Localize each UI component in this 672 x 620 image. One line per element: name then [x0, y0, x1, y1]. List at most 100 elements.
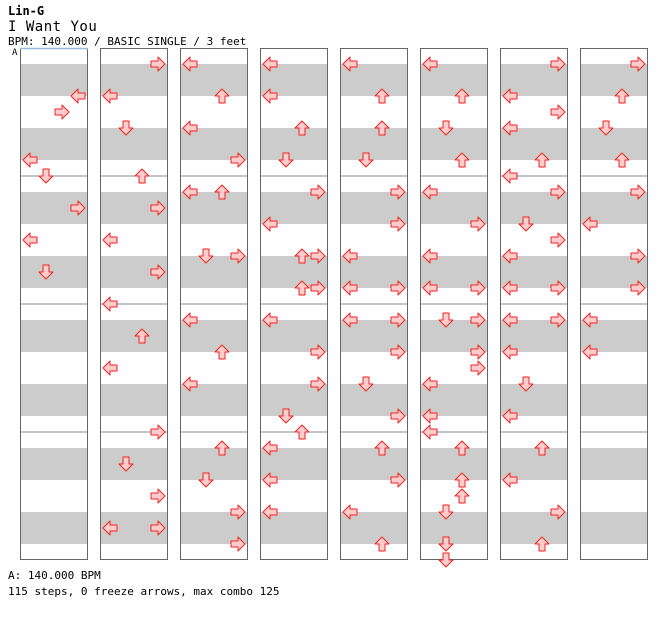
beat-band — [260, 320, 328, 336]
beat-band — [100, 400, 168, 416]
beat-band — [100, 272, 168, 288]
beat-band — [100, 208, 168, 224]
beat-band — [500, 512, 568, 528]
beat-band — [180, 256, 248, 272]
song-title: I Want You — [8, 19, 98, 35]
step-arrow-down — [278, 408, 294, 424]
step-arrow-left — [422, 408, 438, 424]
beat-band — [500, 144, 568, 160]
beat-band — [500, 272, 568, 288]
beat-band — [420, 144, 488, 160]
beat-band — [340, 448, 408, 464]
step-arrow-right — [550, 504, 566, 520]
step-arrow-left — [22, 152, 38, 168]
step-arrow-up — [214, 184, 230, 200]
step-arrow-left — [342, 248, 358, 264]
step-arrow-left — [502, 408, 518, 424]
step-arrow-down — [198, 472, 214, 488]
step-arrow-left — [502, 472, 518, 488]
beat-band — [260, 272, 328, 288]
beat-band — [340, 336, 408, 352]
beat-band — [580, 528, 648, 544]
step-arrow-up — [294, 120, 310, 136]
step-arrow-left — [582, 216, 598, 232]
beat-band — [580, 336, 648, 352]
beat-band — [500, 128, 568, 144]
beat-band — [260, 400, 328, 416]
beat-band — [420, 512, 488, 528]
beat-band — [20, 256, 88, 272]
step-arrow-left — [502, 312, 518, 328]
step-arrow-right — [470, 312, 486, 328]
beat-band — [420, 64, 488, 80]
beat-band — [260, 80, 328, 96]
step-arrow-down — [438, 120, 454, 136]
step-arrow-up — [454, 488, 470, 504]
step-arrow-up — [454, 472, 470, 488]
step-arrow-left — [342, 312, 358, 328]
beat-band — [420, 320, 488, 336]
step-arrow-left — [102, 520, 118, 536]
beat-band — [500, 384, 568, 400]
beat-band — [180, 208, 248, 224]
beat-band — [100, 80, 168, 96]
step-arrow-right — [630, 184, 646, 200]
step-arrow-right — [390, 344, 406, 360]
beat-band — [100, 256, 168, 272]
beat-band — [500, 320, 568, 336]
step-arrow-left — [582, 344, 598, 360]
beat-band — [420, 256, 488, 272]
beat-band — [580, 144, 648, 160]
column-border — [260, 48, 328, 560]
artist-name: Lin-G — [8, 4, 45, 18]
beat-band — [260, 384, 328, 400]
step-arrow-up — [454, 440, 470, 456]
beat-band — [500, 80, 568, 96]
beat-band — [340, 208, 408, 224]
beat-band — [20, 400, 88, 416]
bpm-marker-label: A — [12, 48, 18, 58]
beat-band — [420, 128, 488, 144]
beat-band — [260, 448, 328, 464]
step-arrow-up — [614, 152, 630, 168]
step-arrow-right — [310, 344, 326, 360]
beat-band — [340, 320, 408, 336]
step-arrow-left — [422, 56, 438, 72]
step-stats: 115 steps, 0 freeze arrows, max combo 12… — [8, 585, 280, 598]
step-arrow-right — [470, 280, 486, 296]
step-arrow-up — [214, 88, 230, 104]
step-arrow-right — [470, 344, 486, 360]
step-arrow-right — [390, 472, 406, 488]
step-arrow-right — [150, 488, 166, 504]
step-arrow-right — [550, 104, 566, 120]
beat-band — [580, 400, 648, 416]
beat-band — [260, 512, 328, 528]
step-arrow-right — [630, 280, 646, 296]
step-arrow-left — [262, 504, 278, 520]
beat-band — [580, 128, 648, 144]
step-arrow-down — [358, 152, 374, 168]
beat-band — [580, 320, 648, 336]
step-arrow-left — [262, 472, 278, 488]
step-arrow-up — [294, 424, 310, 440]
step-arrow-right — [390, 312, 406, 328]
step-arrow-left — [422, 376, 438, 392]
step-arrow-up — [374, 88, 390, 104]
step-arrow-left — [342, 56, 358, 72]
step-arrow-right — [310, 280, 326, 296]
step-arrow-right — [310, 376, 326, 392]
beat-band — [260, 128, 328, 144]
step-arrow-down — [358, 376, 374, 392]
beat-band — [180, 272, 248, 288]
step-arrow-left — [182, 312, 198, 328]
beat-band — [20, 272, 88, 288]
beat-band — [180, 80, 248, 96]
beat-band — [100, 336, 168, 352]
step-arrow-up — [534, 536, 550, 552]
beat-band — [340, 64, 408, 80]
beat-band — [100, 512, 168, 528]
step-arrow-left — [342, 504, 358, 520]
step-arrow-right — [310, 184, 326, 200]
column-border — [420, 48, 488, 560]
step-arrow-left — [70, 88, 86, 104]
